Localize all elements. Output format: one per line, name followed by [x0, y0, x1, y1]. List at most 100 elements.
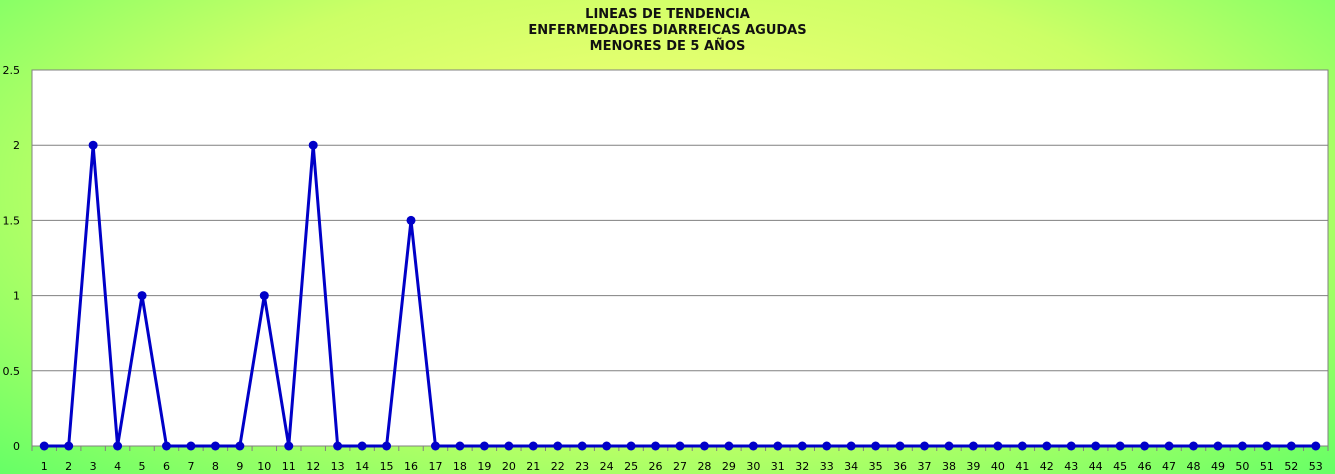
data-point — [577, 441, 587, 451]
x-tick-label: 51 — [1260, 460, 1274, 473]
x-tick-label: 44 — [1089, 460, 1103, 473]
data-point — [895, 441, 905, 451]
data-point — [308, 140, 318, 150]
data-point — [773, 441, 783, 451]
x-tick-label: 32 — [795, 460, 809, 473]
data-point — [210, 441, 220, 451]
data-point — [430, 441, 440, 451]
data-point — [186, 441, 196, 451]
data-point — [406, 215, 416, 225]
chart-title-line-1: LINEAS DE TENDENCIA — [585, 7, 750, 22]
data-point — [1286, 441, 1296, 451]
y-tick-label: 2 — [13, 139, 20, 152]
data-point — [822, 441, 832, 451]
data-point — [602, 441, 612, 451]
x-tick-label: 40 — [991, 460, 1005, 473]
x-tick-label: 22 — [551, 460, 565, 473]
data-point — [504, 441, 514, 451]
x-tick-label: 25 — [624, 460, 638, 473]
data-point — [1091, 441, 1101, 451]
x-tick-label: 3 — [90, 460, 97, 473]
y-tick-label: 1 — [13, 290, 20, 303]
x-tick-label: 43 — [1064, 460, 1078, 473]
data-point — [1017, 441, 1027, 451]
x-tick-label: 13 — [331, 460, 345, 473]
x-tick-label: 4 — [114, 460, 121, 473]
data-point — [699, 441, 709, 451]
x-tick-label: 8 — [212, 460, 219, 473]
data-point — [284, 441, 294, 451]
x-tick-label: 31 — [771, 460, 785, 473]
y-tick-label: 1.5 — [3, 214, 21, 227]
data-point — [1115, 441, 1125, 451]
x-tick-label: 9 — [236, 460, 243, 473]
data-point — [871, 441, 881, 451]
x-tick-label: 49 — [1211, 460, 1225, 473]
x-tick-label: 11 — [282, 460, 296, 473]
data-point — [137, 291, 147, 301]
x-tick-label: 41 — [1015, 460, 1029, 473]
data-point — [382, 441, 392, 451]
x-tick-label: 15 — [380, 460, 394, 473]
data-point — [675, 441, 685, 451]
data-point — [920, 441, 930, 451]
data-point — [748, 441, 758, 451]
data-point — [259, 291, 269, 301]
data-point — [1189, 441, 1199, 451]
x-tick-label: 35 — [869, 460, 883, 473]
x-tick-label: 28 — [697, 460, 711, 473]
data-point — [528, 441, 538, 451]
x-tick-label: 30 — [746, 460, 760, 473]
data-point — [1311, 441, 1321, 451]
x-tick-label: 10 — [257, 460, 271, 473]
plot-area — [31, 69, 1329, 447]
x-tick-label: 26 — [649, 460, 663, 473]
data-point — [455, 441, 465, 451]
data-point — [797, 441, 807, 451]
data-point — [333, 441, 343, 451]
data-point — [1140, 441, 1150, 451]
data-point — [944, 441, 954, 451]
x-tick-label: 27 — [673, 460, 687, 473]
data-point — [235, 441, 245, 451]
x-tick-label: 16 — [404, 460, 418, 473]
data-point — [64, 441, 74, 451]
data-point — [88, 140, 98, 150]
data-point — [1262, 441, 1272, 451]
x-tick-label: 1 — [41, 460, 48, 473]
x-tick-label: 33 — [820, 460, 834, 473]
x-tick-label: 14 — [355, 460, 369, 473]
x-tick-label: 23 — [575, 460, 589, 473]
x-tick-label: 46 — [1138, 460, 1152, 473]
x-tick-label: 47 — [1162, 460, 1176, 473]
x-tick-label: 42 — [1040, 460, 1054, 473]
x-tick-label: 12 — [306, 460, 320, 473]
chart-title-line-3: MENORES DE 5 AÑOS — [589, 39, 746, 54]
x-tick-label: 5 — [139, 460, 146, 473]
data-point — [113, 441, 123, 451]
data-point — [161, 441, 171, 451]
chart-title-line-2: ENFERMEDADES DIARREICAS AGUDAS — [528, 23, 807, 38]
data-point — [479, 441, 489, 451]
data-point — [1213, 441, 1223, 451]
x-tick-label: 52 — [1284, 460, 1298, 473]
x-tick-label: 37 — [918, 460, 932, 473]
x-tick-label: 24 — [600, 460, 614, 473]
data-point — [553, 441, 563, 451]
data-point — [1237, 441, 1247, 451]
x-tick-label: 6 — [163, 460, 170, 473]
data-point — [39, 441, 49, 451]
data-point — [1042, 441, 1052, 451]
x-tick-label: 45 — [1113, 460, 1127, 473]
x-tick-label: 29 — [722, 460, 736, 473]
y-tick-label: 2.5 — [3, 64, 21, 77]
x-tick-label: 17 — [428, 460, 442, 473]
x-tick-label: 50 — [1235, 460, 1249, 473]
data-point — [357, 441, 367, 451]
y-tick-label: 0.5 — [3, 365, 21, 378]
x-tick-label: 53 — [1309, 460, 1323, 473]
x-tick-label: 20 — [502, 460, 516, 473]
x-tick-label: 7 — [187, 460, 194, 473]
